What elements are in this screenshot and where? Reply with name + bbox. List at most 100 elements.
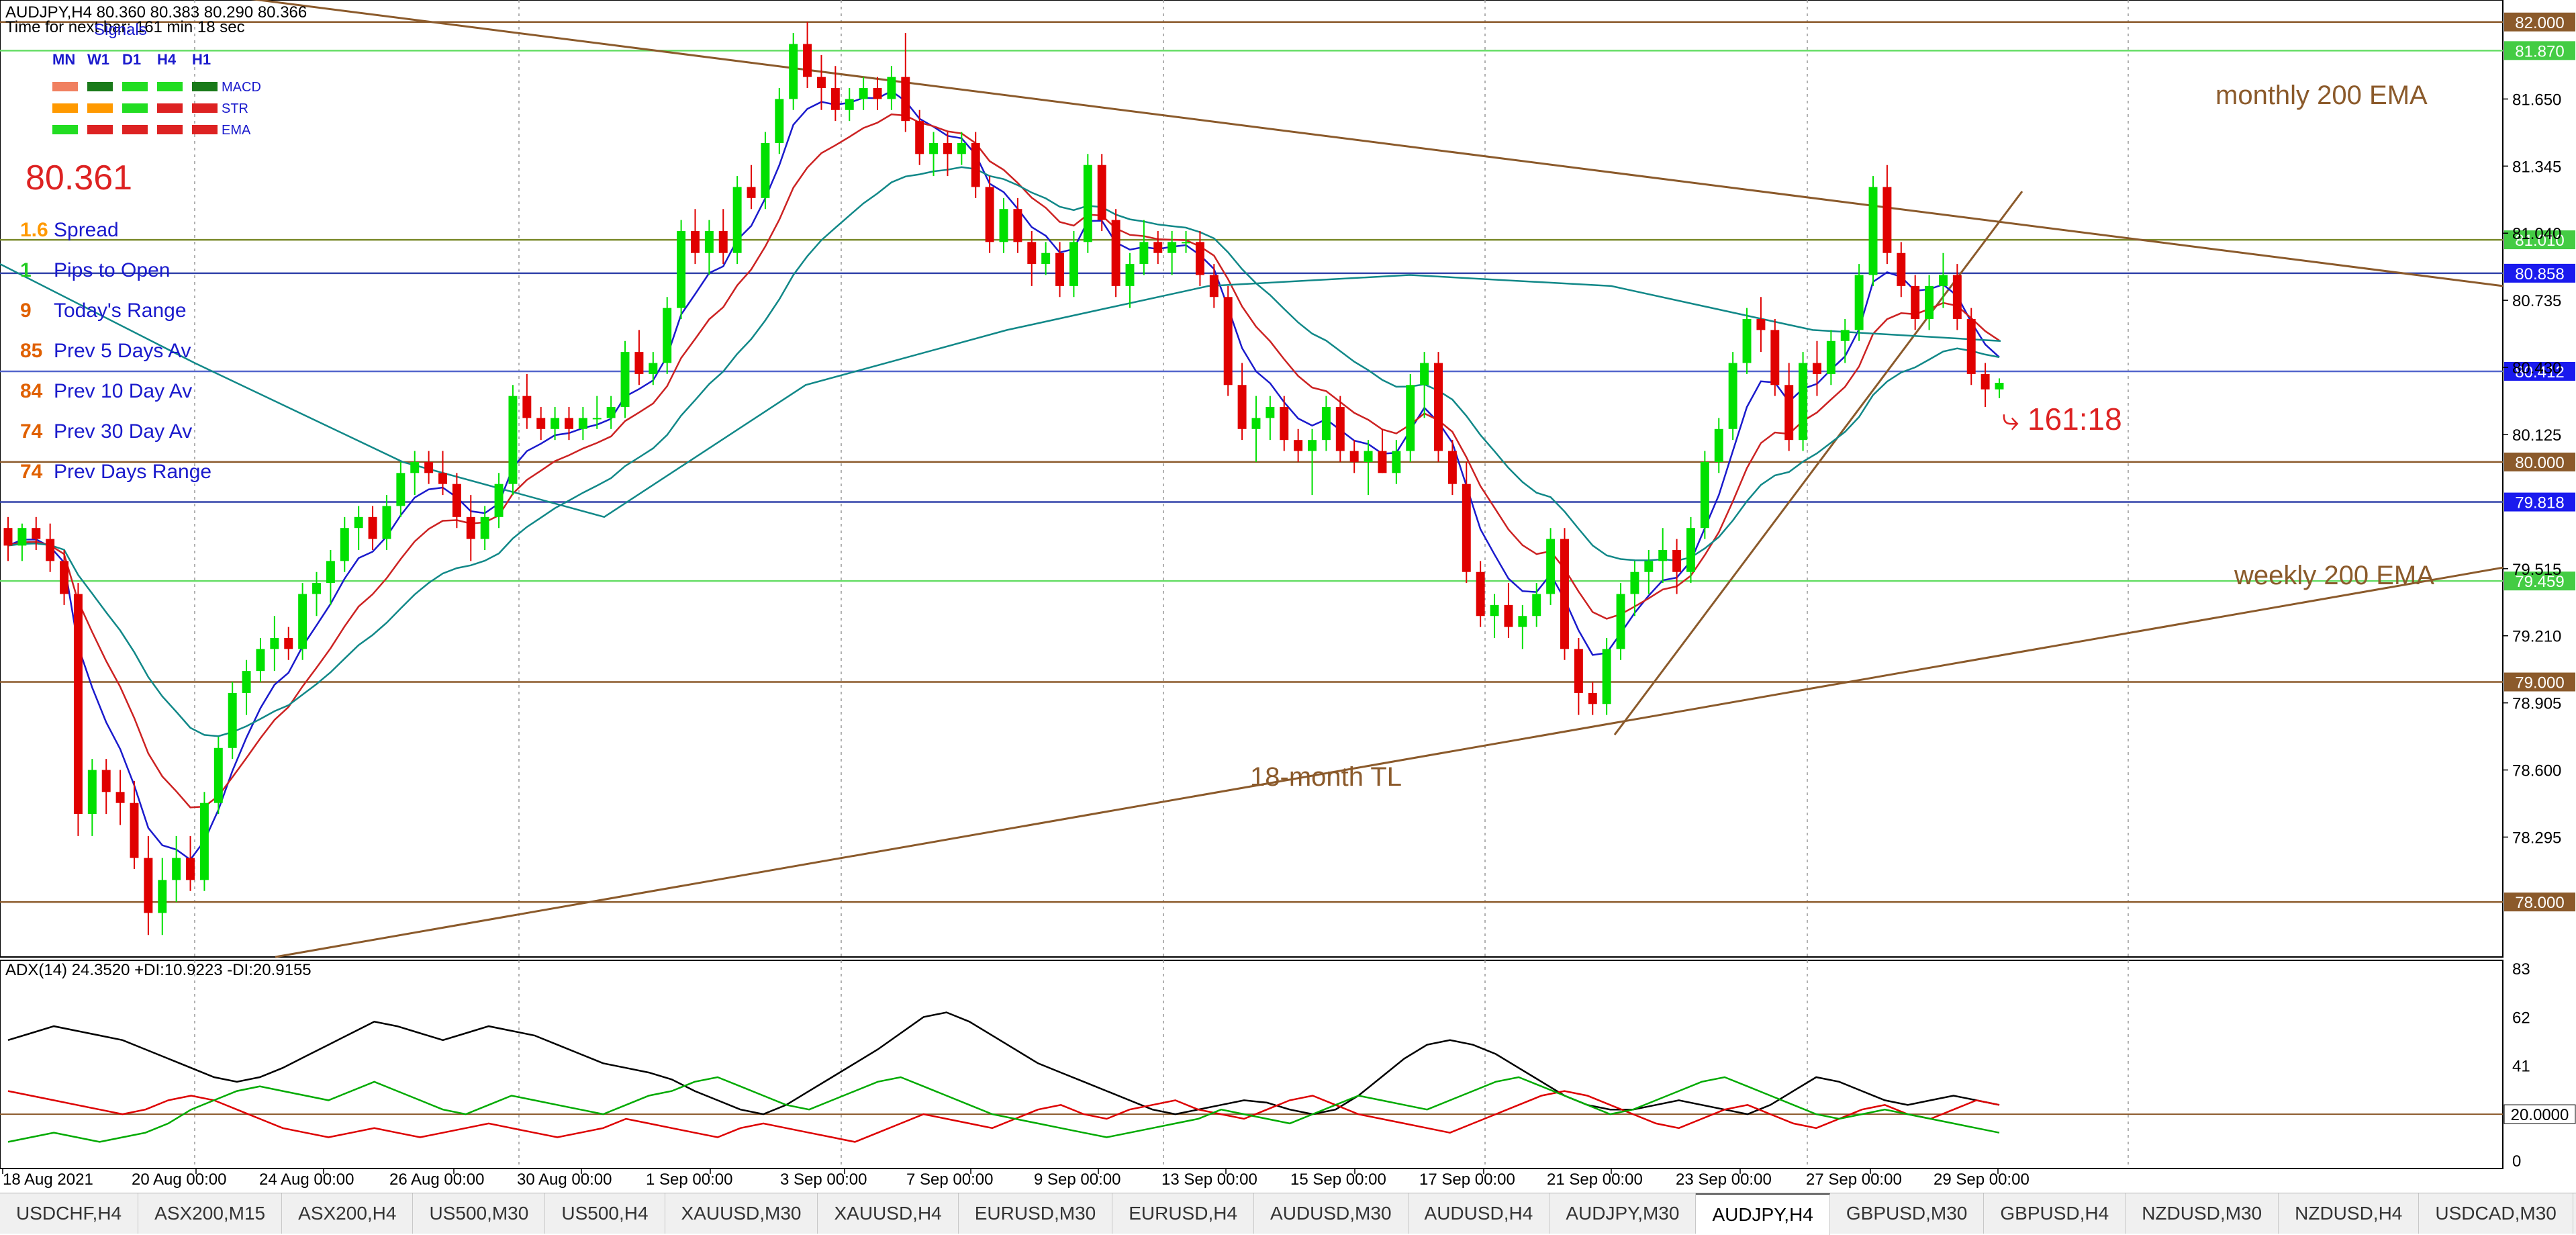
symbol-tab[interactable]: AUDUSD,H4	[1409, 1193, 1550, 1234]
symbol-tab[interactable]: AUDJPY,M30	[1549, 1193, 1697, 1234]
candle-body	[1714, 428, 1723, 462]
candle-body	[1364, 451, 1373, 462]
price-tick-label: 81.345	[2512, 158, 2561, 176]
time-tick-label: 1 Sep 00:00	[646, 1171, 732, 1189]
candle-body	[298, 594, 307, 649]
candle-body	[410, 461, 420, 473]
candle-body	[887, 77, 896, 99]
trendline-annotation: 18-month TL	[1250, 762, 1402, 792]
price-tick-label: 80.430	[2512, 359, 2561, 377]
adx-tick-label: 83	[2512, 960, 2530, 978]
price-level-label: 82.000	[2515, 14, 2564, 32]
time-tick-label: 18 Aug 2021	[3, 1171, 93, 1189]
candle-body	[1308, 440, 1317, 451]
ema-fast-line	[7, 90, 2000, 861]
signal-row-label: STR	[222, 101, 248, 116]
symbol-tab[interactable]: NZDUSD,H4	[2279, 1193, 2420, 1234]
candles	[3, 21, 2004, 935]
time-tick-label: 15 Sep 00:00	[1290, 1171, 1386, 1189]
signals-timeframe: H1	[192, 51, 211, 68]
candle-body	[1532, 594, 1541, 616]
adx-indicator: 83 62 41 20.0000 0	[0, 960, 2576, 1171]
symbol-tab[interactable]: NZDUSD,M30	[2126, 1193, 2279, 1234]
chart-area[interactable]: 82.000 81.870 81.010 80.858 80.412 80.000 79.8…	[0, 0, 2576, 1193]
stat-value: 74	[20, 461, 43, 483]
adx-level-label: 20.0000	[2511, 1106, 2569, 1124]
candle-body	[663, 308, 672, 363]
candle-body	[1799, 363, 1808, 441]
symbol-tab[interactable]: XAUUSD,H4	[818, 1193, 959, 1234]
signals-timeframe: D1	[122, 51, 141, 68]
candle-body	[1321, 407, 1331, 441]
time-tick-label: 3 Sep 00:00	[780, 1171, 867, 1189]
candle-body	[1125, 264, 1135, 286]
time-tick-label: 13 Sep 00:00	[1161, 1171, 1257, 1189]
symbol-tab[interactable]: ASX200,M15	[138, 1193, 283, 1234]
candle-body	[816, 77, 826, 89]
symbol-tab[interactable]: EURUSD,M30	[959, 1193, 1113, 1234]
candle-body	[1378, 451, 1387, 473]
symbol-tab[interactable]: US500,M30	[413, 1193, 546, 1234]
price-level-label-bg	[2504, 893, 2575, 912]
candle-body	[1280, 407, 1289, 441]
adx-pane-frame	[0, 960, 2503, 1169]
candle-body	[1756, 319, 1766, 330]
candle-body	[1574, 649, 1583, 693]
candle-body	[1294, 440, 1303, 451]
candle-body	[620, 352, 630, 408]
symbol-line: AUDJPY,H4 80.360 80.383 80.290 80.366	[5, 3, 307, 21]
symbol-tab[interactable]: GBPUSD,H4	[1984, 1193, 2126, 1234]
stat-value: 85	[20, 340, 42, 362]
candle-body	[1644, 561, 1654, 572]
stat-label: Prev 10 Day Av	[54, 380, 192, 402]
candle-body	[1392, 451, 1401, 473]
price-tick-label: 78.600	[2512, 762, 2561, 780]
candle-body	[1476, 571, 1485, 616]
symbol-tab[interactable]: ASX200,H4	[282, 1193, 414, 1234]
candle-body	[1630, 571, 1639, 594]
candle-body	[396, 473, 406, 506]
symbol-tab[interactable]: XAUUSD,M30	[665, 1193, 818, 1234]
time-tick-label: 17 Sep 00:00	[1419, 1171, 1515, 1189]
price-level-label-bg	[2504, 672, 2575, 692]
signal-cell	[52, 103, 78, 113]
candle-body	[1854, 275, 1864, 330]
candle-body	[1013, 209, 1022, 242]
time-axis: 18 Aug 2021 20 Aug 00:00 24 Aug 00:00 26 Au…	[2, 1169, 2030, 1189]
symbol-tab[interactable]: US500,H4	[545, 1193, 665, 1234]
candle-body	[1672, 549, 1682, 572]
candle-body	[17, 528, 27, 546]
price-level-label-bg	[2504, 263, 2575, 283]
time-tick-label: 24 Aug 00:00	[259, 1171, 354, 1189]
candle-body	[1784, 385, 1794, 441]
candle-body	[46, 539, 55, 561]
candle-body	[1420, 363, 1429, 385]
candle-body	[578, 418, 587, 429]
time-tick-label: 20 Aug 00:00	[132, 1171, 226, 1189]
candle-body	[199, 803, 209, 880]
candle-body	[1027, 242, 1037, 265]
symbol-tab[interactable]: USDCHF,H4	[0, 1193, 139, 1234]
price-level-label: 80.000	[2515, 454, 2564, 472]
symbol-tab[interactable]: AUDJPY,H4	[1696, 1193, 1830, 1235]
candle-body	[1911, 285, 1920, 319]
candle-body	[1139, 242, 1149, 265]
signal-cell	[192, 82, 218, 91]
candle-body	[1981, 373, 1990, 390]
candle-body	[1055, 253, 1065, 286]
stat-value: 74	[20, 420, 43, 443]
symbol-tab[interactable]: EURUSD,H4	[1112, 1193, 1255, 1234]
adx-level-label-bg	[2503, 1104, 2576, 1124]
signal-cell	[52, 125, 78, 134]
price-tick-label: 79.210	[2512, 628, 2561, 646]
candle-body	[242, 671, 251, 693]
stat-value: 1	[20, 259, 32, 281]
symbol-tab[interactable]: GBPUSD,M30	[1830, 1193, 1985, 1234]
time-tick-label: 21 Sep 00:00	[1547, 1171, 1643, 1189]
candle-body	[60, 561, 69, 594]
candle-body	[1111, 220, 1120, 286]
candle-body	[1083, 165, 1092, 242]
symbol-tab[interactable]: AUDUSD,M30	[1254, 1193, 1409, 1234]
symbol-tab[interactable]: USDCAD,M30	[2419, 1193, 2573, 1234]
candle-body	[115, 792, 125, 803]
